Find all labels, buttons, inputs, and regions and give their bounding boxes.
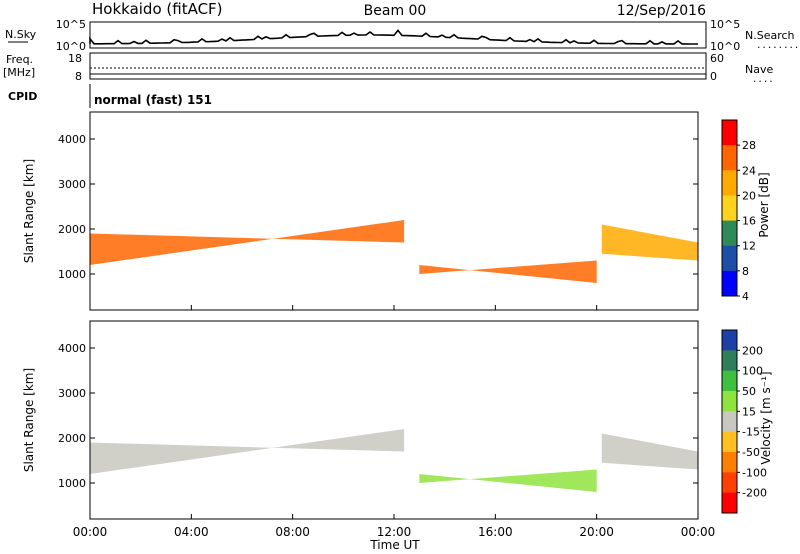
noise-sky-trace — [89, 29, 698, 45]
colorbar-tick-label: -50 — [742, 446, 760, 459]
y-tick-label: 3000 — [58, 178, 86, 191]
noise-left-label: N.Sky — [5, 28, 37, 41]
colorbar-swatch — [722, 170, 737, 196]
velocity-band-0 — [90, 429, 405, 474]
colorbar-swatch — [722, 492, 737, 514]
colorbar-tick-label: 28 — [742, 139, 756, 152]
y-tick-label: 2000 — [58, 223, 86, 236]
velocity-colorbar-label: Velocity [m s⁻¹] — [759, 371, 773, 464]
noise-right-tick-top: 10^5 — [710, 18, 740, 31]
colorbar-swatch — [722, 220, 737, 247]
colorbar-frame — [721, 329, 738, 514]
colorbar-tick-label: 4 — [742, 290, 749, 303]
colorbar-tick-label: 20 — [742, 189, 756, 202]
noise-trace — [89, 29, 698, 45]
x-tick-label: 00:00 — [73, 525, 108, 539]
power-band-0 — [90, 220, 405, 265]
colorbar-tick-label: 16 — [742, 215, 756, 228]
freq-right-legend: .... — [752, 75, 774, 85]
colorbar-swatch — [722, 431, 737, 453]
colorbar-tick-label: 50 — [742, 385, 756, 398]
power-heatmap — [90, 220, 698, 283]
velocity-heatmap — [90, 429, 698, 492]
velocity-y-label: Slant Range [km] — [22, 368, 36, 472]
power-y-axis: 4000 3000 2000 1000 — [58, 133, 698, 281]
noise-left-tick-top: 10^5 — [56, 18, 86, 31]
x-tick-label: 16:00 — [478, 525, 513, 539]
power-panel-frame — [89, 111, 699, 311]
y-tick-label: 1000 — [58, 477, 86, 490]
freq-left-label-1: Freq. — [6, 53, 33, 66]
power-y-label: Slant Range [km] — [22, 159, 36, 263]
noise-panel-frame — [89, 21, 707, 49]
colorbar-tick-label: -100 — [742, 466, 767, 479]
freq-left-tick-bottom: 8 — [75, 70, 82, 83]
y-tick-label: 1000 — [58, 268, 86, 281]
power-band-2 — [601, 224, 698, 261]
colorbar-swatch — [722, 452, 737, 473]
station-title: Hokkaido (fitACF) — [92, 0, 223, 18]
colorbar-tick-label: 24 — [742, 164, 756, 177]
colorbar-swatch — [722, 120, 737, 146]
velocity-band-2 — [601, 433, 698, 470]
power-colorbar-label: Power [dB] — [757, 172, 771, 237]
colorbar-swatch — [722, 391, 737, 412]
y-tick-label: 4000 — [58, 133, 86, 146]
noise-right-label: N.Search — [745, 29, 795, 42]
colorbar-tick-label: 12 — [742, 240, 756, 253]
colorbar-swatch — [722, 350, 737, 372]
time-x-axis: 00:00 04:00 08:00 12:00 16:00 20:00 00:00 — [73, 305, 716, 539]
velocity-panel-frame — [89, 320, 699, 520]
colorbar-swatch — [722, 330, 737, 351]
y-tick-label: 3000 — [58, 387, 86, 400]
colorbar-tick-label: 200 — [742, 344, 763, 357]
colorbar-swatch — [722, 270, 737, 297]
colorbar-frame — [721, 119, 738, 297]
colorbar-swatch — [722, 195, 737, 222]
colorbar-swatch — [722, 145, 737, 171]
freq-left-label-2: [MHz] — [3, 66, 35, 79]
freq-panel-frame — [89, 52, 707, 80]
power-band-1 — [419, 260, 597, 283]
cpid-value: normal (fast) 151 — [94, 93, 212, 107]
velocity-colorbar: 200 100 50 15 -15 -50 -100 -200 — [721, 329, 767, 514]
power-colorbar: 28 24 20 16 12 8 4 — [721, 119, 756, 303]
noise-right-tick-bottom: 10^0 — [710, 40, 740, 53]
colorbar-tick-label: 15 — [742, 405, 756, 418]
x-tick-label: 08:00 — [275, 525, 310, 539]
velocity-band-1 — [419, 469, 597, 492]
x-axis-label: Time UT — [369, 538, 420, 552]
colorbar-swatch — [722, 472, 737, 494]
cpid-label: CPID — [8, 90, 37, 103]
freq-left-tick-top: 18 — [68, 52, 82, 65]
freq-right-tick-bottom: 0 — [710, 70, 717, 83]
x-tick-label: 12:00 — [377, 525, 412, 539]
y-tick-label: 2000 — [58, 432, 86, 445]
colorbar-tick-label: -200 — [742, 487, 767, 500]
colorbar-swatch — [722, 411, 737, 433]
freq-right-label: Nave — [745, 63, 773, 76]
noise-right-legend: ........ — [756, 41, 799, 51]
x-tick-label: 04:00 — [174, 525, 209, 539]
colorbar-tick-label: 100 — [742, 365, 763, 378]
date-label: 12/Sep/2016 — [617, 3, 706, 19]
velocity-y-axis: 4000 3000 2000 1000 — [58, 342, 698, 490]
colorbar-tick-label: 8 — [742, 265, 749, 278]
colorbar-swatch — [722, 370, 737, 392]
freq-right-tick-top: 60 — [710, 52, 724, 65]
noise-left-tick-bottom: 10^0 — [56, 40, 86, 53]
colorbar-tick-label: -15 — [742, 426, 760, 439]
x-tick-label: 00:00 — [681, 525, 716, 539]
colorbar-swatch — [722, 245, 737, 272]
y-tick-label: 4000 — [58, 342, 86, 355]
beam-label: Beam 00 — [364, 3, 427, 19]
x-tick-label: 20:00 — [579, 525, 614, 539]
